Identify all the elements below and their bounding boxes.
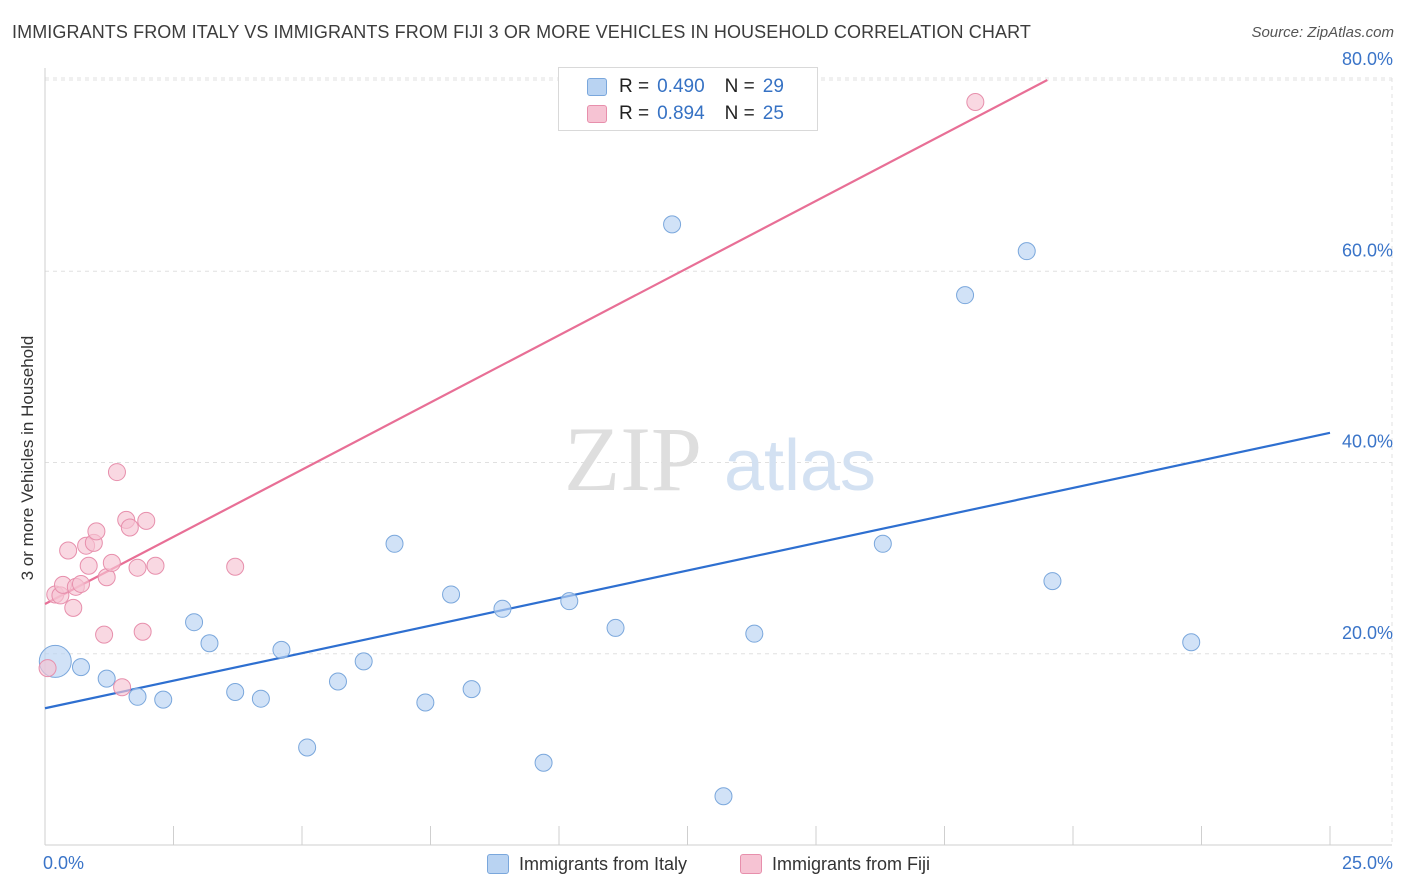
- data-point-fiji: [59, 541, 78, 560]
- bottom-legend-label-fiji: Immigrants from Fiji: [772, 853, 931, 874]
- data-point-italy: [714, 787, 733, 806]
- legend-n-label-italy: N =: [724, 76, 755, 97]
- bottom-legend-swatch-fiji: [740, 854, 762, 874]
- data-point-fiji: [79, 556, 98, 575]
- data-point-italy: [128, 687, 147, 706]
- y-tick-label: 80.0%: [1342, 49, 1393, 69]
- bottom-legend-italy: Immigrants from Italy: [487, 852, 687, 876]
- data-point-fiji: [146, 556, 165, 575]
- data-point-fiji: [137, 511, 156, 530]
- data-point-italy: [663, 215, 682, 234]
- data-point-italy: [1017, 242, 1036, 261]
- data-point-italy: [298, 738, 317, 757]
- data-point-italy: [97, 669, 116, 688]
- stats-legend: R = 0.490 N = 29 R = 0.894 N = 25: [558, 67, 818, 131]
- data-point-fiji: [226, 557, 245, 576]
- data-point-italy: [560, 592, 579, 611]
- legend-row-italy: R = 0.490 N = 29: [587, 74, 784, 100]
- legend-r-value-italy: 0.490: [657, 76, 705, 97]
- data-point-italy: [272, 640, 291, 659]
- data-point-fiji: [120, 518, 139, 537]
- data-point-italy: [185, 613, 204, 632]
- data-point-italy: [1043, 572, 1062, 591]
- watermark-atlas: atlas: [724, 426, 876, 506]
- trend-lines: [44, 79, 1331, 710]
- tick-labels: 20.0% 40.0% 60.0% 80.0% 0.0% 25.0%: [43, 49, 1393, 873]
- bottom-legend-swatch-italy: [487, 854, 509, 874]
- data-points: [38, 92, 1201, 806]
- gridlines: [45, 77, 1393, 845]
- data-point-italy: [251, 689, 270, 708]
- data-point-fiji: [128, 558, 147, 577]
- data-point-italy: [71, 658, 90, 677]
- legend-r-label-italy: R =: [619, 76, 650, 97]
- data-point-italy: [462, 680, 481, 699]
- data-point-fiji: [71, 574, 90, 593]
- source-label: Source: ZipAtlas.com: [1251, 24, 1394, 41]
- chart-title: IMMIGRANTS FROM ITALY VS IMMIGRANTS FROM…: [12, 22, 1031, 42]
- data-point-fiji: [966, 92, 985, 111]
- data-point-italy: [200, 634, 219, 653]
- data-point-italy: [873, 534, 892, 553]
- x-tick-label-max: 25.0%: [1342, 853, 1393, 873]
- data-point-fiji: [64, 598, 83, 617]
- legend-n-value-fiji: 25: [762, 103, 784, 124]
- axes: [44, 68, 1392, 846]
- data-point-italy: [354, 652, 373, 671]
- watermark: ZIP atlas: [564, 408, 876, 510]
- y-tick-label: 20.0%: [1342, 623, 1393, 643]
- legend-row-fiji: R = 0.894 N = 25: [587, 101, 784, 127]
- legend-n-label-fiji: N =: [724, 103, 755, 124]
- y-tick-label: 60.0%: [1342, 240, 1393, 260]
- data-point-fiji: [95, 625, 114, 644]
- bottom-legend-fiji: Immigrants from Fiji: [740, 852, 930, 876]
- legend-r-label-fiji: R =: [619, 103, 650, 124]
- data-point-fiji: [113, 678, 132, 697]
- data-point-italy: [606, 618, 625, 637]
- y-tick-label: 40.0%: [1342, 432, 1393, 452]
- data-point-fiji: [133, 622, 152, 641]
- data-point-italy: [328, 672, 347, 691]
- bottom-legend-label-italy: Immigrants from Italy: [519, 853, 688, 874]
- trend-line-italy: [44, 431, 1331, 710]
- x-tick-label-min: 0.0%: [43, 853, 84, 873]
- data-point-italy: [442, 585, 461, 604]
- legend-r-value-fiji: 0.894: [657, 103, 705, 124]
- data-point-italy: [226, 683, 245, 701]
- data-point-italy: [745, 624, 764, 643]
- data-point-italy: [154, 690, 173, 709]
- legend-swatch-fiji: [587, 105, 607, 123]
- data-point-italy: [534, 753, 553, 772]
- data-point-italy: [385, 534, 404, 553]
- legend-n-value-italy: 29: [762, 76, 784, 97]
- data-point-fiji: [107, 463, 126, 482]
- data-point-italy: [1182, 633, 1201, 652]
- y-axis-label: 3 or more Vehicles in Household: [18, 335, 37, 581]
- data-point-italy: [956, 286, 975, 305]
- data-point-italy: [416, 693, 435, 712]
- trend-line-fiji: [44, 79, 1048, 605]
- data-point-italy: [493, 599, 512, 618]
- watermark-zip: ZIP: [564, 408, 702, 510]
- data-point-fiji: [102, 553, 121, 572]
- data-point-fiji: [87, 522, 106, 541]
- legend-swatch-italy: [587, 78, 607, 96]
- data-point-fiji: [38, 659, 57, 678]
